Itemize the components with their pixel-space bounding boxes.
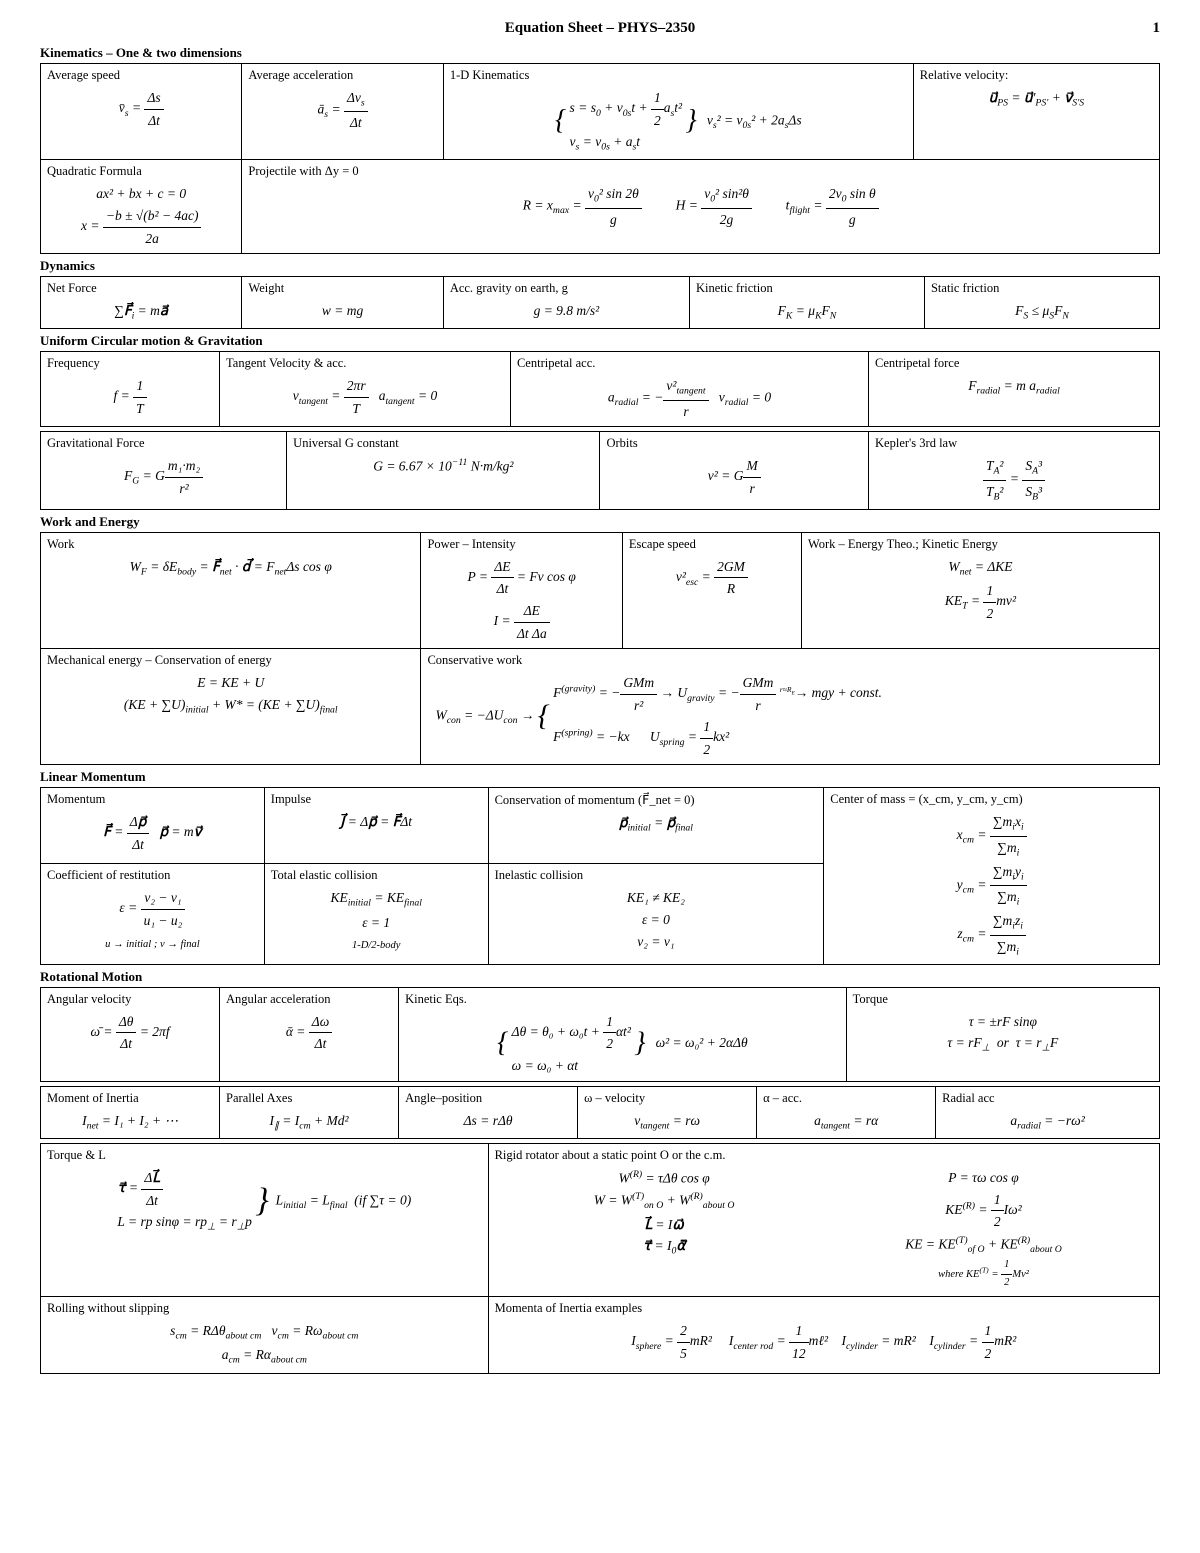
cell-label: Kinetic Eqs. (405, 992, 840, 1007)
section-rot-title: Rotational Motion (40, 969, 1160, 985)
cell-label: Frequency (47, 356, 213, 371)
section-lm-title: Linear Momentum (40, 769, 1160, 785)
page-header: Equation Sheet – PHYS–2350 1 (40, 20, 1160, 37)
cell-label: Inelastic collision (495, 868, 818, 883)
cell-label: Parallel Axes (226, 1091, 392, 1106)
section-ucm-title: Uniform Circular motion & Gravitation (40, 333, 1160, 349)
rot-table-1: Angular velocity ω̄ = ΔθΔt = 2πf Angular… (40, 987, 1160, 1082)
cell-label: Total elastic collision (271, 868, 482, 883)
cell-label: Impulse (271, 792, 482, 807)
cell-label: Quadratic Formula (47, 164, 235, 179)
cell-label: Radial acc (942, 1091, 1153, 1106)
cell-label: Projectile with Δy = 0 (248, 164, 1153, 179)
cell-label: Universal G constant (293, 436, 593, 451)
ucm-table: Frequency f = 1T Tangent Velocity & acc.… (40, 351, 1160, 427)
cell-label: Momentum (47, 792, 258, 807)
rot-table-3: Torque & L τ⃗ = ΔL⃗Δt L = rp sinφ = rp⊥ … (40, 1143, 1160, 1374)
section-we-title: Work and Energy (40, 514, 1160, 530)
cell-label: Power – Intensity (427, 537, 615, 552)
cell-label: Moment of Inertia (47, 1091, 213, 1106)
cell-label: Torque & L (47, 1148, 482, 1163)
cell-label: Gravitational Force (47, 436, 280, 451)
cell-label: 1-D Kinematics (450, 68, 907, 83)
cell-label: Conservative work (427, 653, 1153, 668)
cell-label: Static friction (931, 281, 1153, 296)
cell-label: Orbits (606, 436, 862, 451)
cell-label: ω – velocity (584, 1091, 750, 1106)
cell-label: Rigid rotator about a static point O or … (495, 1148, 1153, 1163)
cell-label: Mechanical energy – Conservation of ener… (47, 653, 414, 668)
cell-label: Average acceleration (248, 68, 436, 83)
cell-label: Work (47, 537, 414, 552)
we-table: Work WF = δEbody = F⃗net · d⃗ = FnetΔs c… (40, 532, 1160, 766)
kinematics-table: Average speed v̄s = ΔsΔt Average acceler… (40, 63, 1160, 254)
cell-label: Work – Energy Theo.; Kinetic Energy (808, 537, 1153, 552)
cell-label: Torque (853, 992, 1153, 1007)
cell-label: Net Force (47, 281, 235, 296)
cell-label: Centripetal acc. (517, 356, 862, 371)
cell-label: Escape speed (629, 537, 795, 552)
cell-label: α – acc. (763, 1091, 929, 1106)
cell-label: Angle–position (405, 1091, 571, 1106)
rot-table-2: Moment of Inertia Inet = I₁ + I₂ + ⋯ Par… (40, 1086, 1160, 1139)
section-dynamics-title: Dynamics (40, 258, 1160, 274)
cell-label: Momenta of Inertia examples (495, 1301, 1153, 1316)
cell-label: Angular acceleration (226, 992, 392, 1007)
cell-label: Weight (248, 281, 436, 296)
cell-label: Angular velocity (47, 992, 213, 1007)
page-number: 1 (1153, 20, 1161, 37)
page-title: Equation Sheet – PHYS–2350 (505, 20, 695, 36)
cell-label: Kepler's 3rd law (875, 436, 1153, 451)
section-kinematics-title: Kinematics – One & two dimensions (40, 45, 1160, 61)
cell-label: Tangent Velocity & acc. (226, 356, 504, 371)
cell-label: Center of mass = (x_cm, y_cm, y_cm) (830, 792, 1153, 807)
cell-label: Centripetal force (875, 356, 1153, 371)
grav-table: Gravitational Force FG = Gm₁·m₂r² Univer… (40, 431, 1160, 509)
cell-label: Coefficient of restitution (47, 868, 258, 883)
dynamics-table: Net Force ∑F⃗i = ma⃗ Weight w = mg Acc. … (40, 276, 1160, 329)
cell-label: Rolling without slipping (47, 1301, 482, 1316)
cell-label: Kinetic friction (696, 281, 918, 296)
cell-label: Conservation of momentum (F⃗_net = 0) (495, 792, 818, 808)
cell-label: Average speed (47, 68, 235, 83)
cell-label: Acc. gravity on earth, g (450, 281, 683, 296)
cell-label: Relative velocity: (920, 68, 1153, 83)
lm-table: Momentum F⃗ = Δp⃗Δt p⃗ = mv⃗ Impulse J⃗ … (40, 787, 1160, 964)
